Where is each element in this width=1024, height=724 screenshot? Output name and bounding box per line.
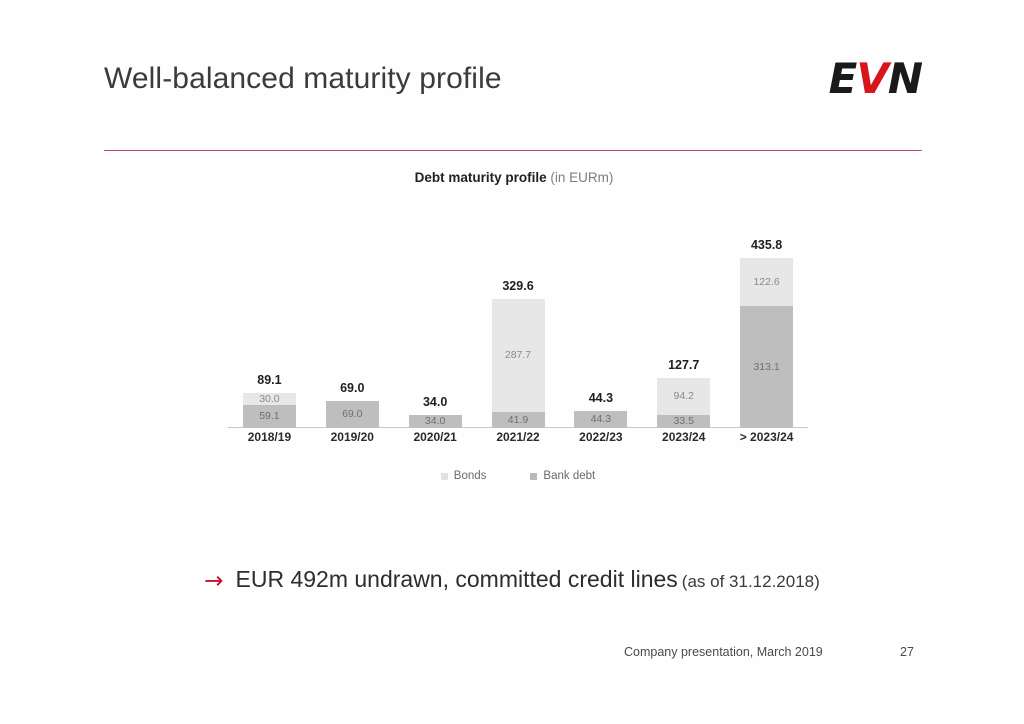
bar-slot[interactable]: 30.0 59.1 89.1 [228, 258, 311, 428]
header-divider [104, 150, 922, 152]
bar-slot[interactable]: 34.0 34.0 [394, 258, 477, 428]
bar-segment-bank-debt[interactable]: 44.3 [574, 410, 628, 428]
bar-segment-bank-debt[interactable]: 34.0 [408, 414, 462, 428]
bar-total-label: 69.0 [340, 381, 365, 396]
bar-segment-bank-debt[interactable]: 313.1 [740, 305, 794, 428]
legend-label: Bonds [453, 470, 487, 482]
bar-segment-bank-debt[interactable]: 59.1 [242, 404, 296, 428]
bar-segment-bonds[interactable]: 122.6 [740, 258, 794, 306]
legend-swatch-icon [530, 472, 538, 480]
bar-segment-value: 94.2 [673, 390, 694, 403]
bar-segment-bonds[interactable]: 30.0 [242, 393, 296, 405]
stacked-bar[interactable]: 122.6 313.1 [740, 258, 794, 428]
bar-slot[interactable]: 287.7 41.9 329.6 [477, 258, 560, 428]
legend-swatch-icon [440, 472, 448, 480]
evn-logo: EVN [829, 58, 923, 100]
bar-segment-value: 313.1 [753, 360, 780, 373]
x-axis-tick-label: 2021/22 [496, 430, 540, 444]
stacked-bar[interactable]: 30.0 59.1 [242, 393, 296, 428]
bar-total-label: 329.6 [502, 279, 534, 294]
callout-sub-text: (as of 31.12.2018) [681, 572, 820, 591]
x-axis-tick-label: 2019/20 [330, 430, 374, 444]
chart-plot-area: 30.0 59.1 89.1 69.0 69.0 34.0 34.0 287.7 41.9 329… [228, 238, 808, 482]
bar-total-label: 89.1 [257, 373, 282, 388]
bar-segment-value: 34.0 [424, 415, 446, 428]
bar-group: 30.0 59.1 89.1 69.0 69.0 34.0 34.0 287.7 41.9 329… [228, 238, 808, 428]
chart-legend: Bonds Bank debt [228, 470, 808, 482]
bar-total-label: 44.3 [588, 390, 614, 405]
bar-segment-value: 33.5 [673, 415, 694, 428]
page-title: Well-balanced maturity profile [104, 62, 502, 95]
legend-item[interactable]: Bonds [440, 470, 487, 482]
x-axis-tick-label: > 2023/24 [739, 430, 794, 444]
bar-segment-bonds[interactable]: 94.2 [657, 378, 711, 415]
bar-slot[interactable]: 122.6 313.1 435.8 [725, 238, 808, 428]
stacked-bar[interactable]: 69.0 [325, 401, 379, 428]
stacked-bar[interactable]: 34.0 [408, 414, 462, 428]
bar-segment-bank-debt[interactable]: 41.9 [491, 411, 545, 428]
footer-text: Company presentation, March 2019 [624, 645, 823, 659]
bar-segment-value: 44.3 [590, 413, 612, 426]
arrow-right-icon: → [204, 568, 224, 594]
stacked-bar[interactable]: 287.7 41.9 [491, 299, 545, 428]
logo-letter-v: V [856, 54, 889, 103]
bar-segment-value: 69.0 [342, 408, 363, 421]
stacked-bar[interactable]: 44.3 [574, 410, 628, 428]
chart-title-main: Debt maturity profile [414, 170, 547, 185]
callout: → EUR 492m undrawn, committed credit line… [0, 566, 1024, 594]
bar-slot[interactable]: 94.2 33.5 127.7 [642, 258, 725, 428]
bar-slot[interactable]: 44.3 44.3 [559, 258, 642, 428]
stacked-bar[interactable]: 94.2 33.5 [657, 378, 711, 428]
legend-item[interactable]: Bank debt [530, 470, 595, 482]
bar-segment-value: 122.6 [753, 275, 780, 288]
x-axis-tick-label: 2018/19 [247, 430, 292, 444]
logo-letter-n: N [887, 54, 923, 103]
x-axis-tick-label: 2023/24 [662, 430, 706, 444]
x-axis-tick-label: 2020/21 [413, 430, 457, 444]
bar-total-label: 435.8 [750, 238, 783, 252]
bar-segment-value: 41.9 [507, 413, 529, 426]
callout-main-text: EUR 492m undrawn, committed credit lines [235, 566, 678, 592]
bar-segment-bank-debt[interactable]: 69.0 [325, 401, 379, 428]
bar-segment-value: 59.1 [259, 410, 280, 423]
chart-container: Debt maturity profile (in EURm) 30.0 59.1… [0, 170, 1024, 482]
bar-slot[interactable]: 69.0 69.0 [311, 258, 394, 428]
legend-label: Bank debt [543, 470, 596, 482]
bar-segment-bonds[interactable]: 287.7 [491, 299, 545, 412]
bar-total-label: 127.7 [668, 358, 700, 373]
bar-segment-bank-debt[interactable]: 33.5 [657, 414, 711, 428]
bar-segment-value: 30.0 [259, 393, 280, 405]
chart-title: Debt maturity profile (in EURm) [4, 170, 1024, 185]
bar-total-label: 34.0 [422, 394, 448, 409]
logo-letter-e: E [828, 54, 858, 103]
bar-segment-value: 287.7 [504, 349, 532, 362]
footer-page-number: 27 [900, 645, 914, 659]
chart-title-unit: (in EURm) [550, 170, 614, 185]
x-axis-labels: 2018/19 2019/20 2020/21 2021/22 2022/23 2023/… [228, 430, 808, 450]
x-axis-tick-label: 2022/23 [579, 430, 623, 444]
